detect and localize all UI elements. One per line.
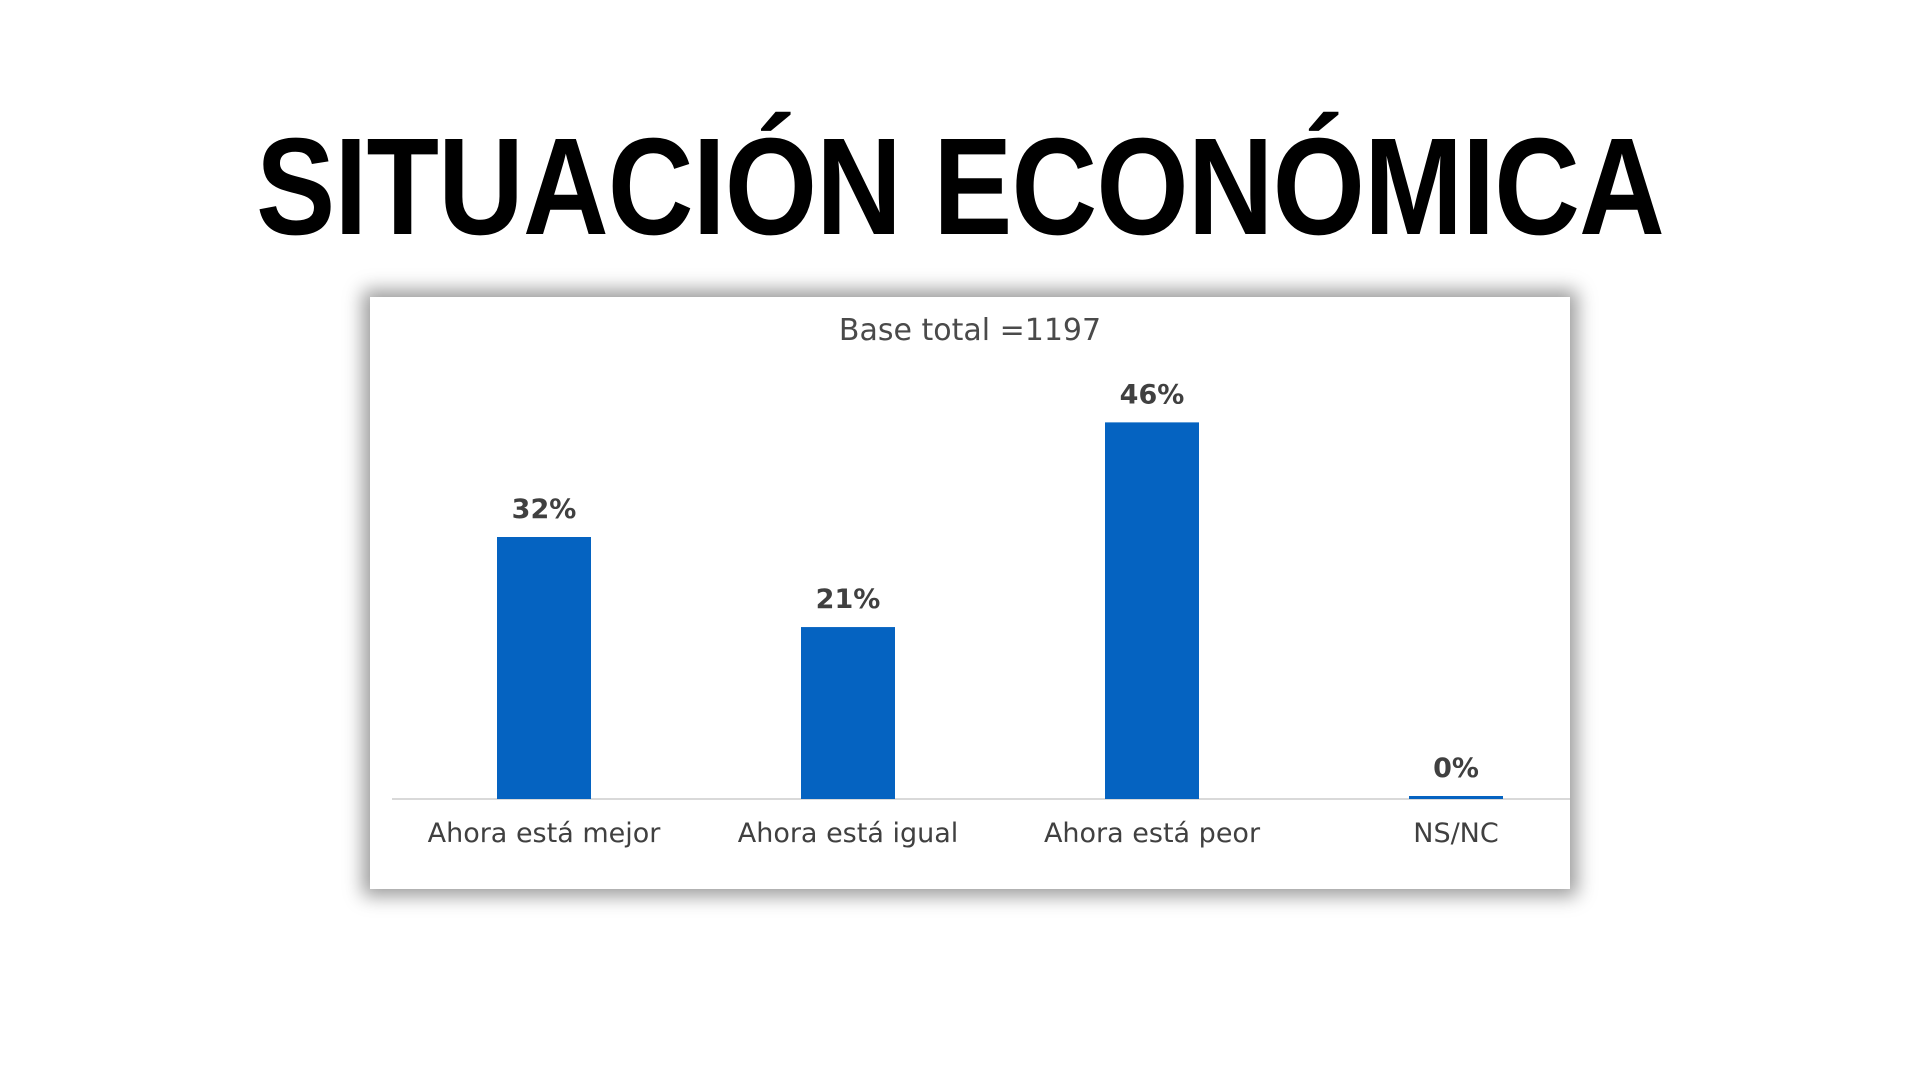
chart-card: Base total =1197 32% 21% 46% 0% Ahora está … — [370, 297, 1570, 889]
data-label-3: 46% — [1120, 379, 1185, 410]
bar-4 — [1409, 796, 1503, 799]
chart-title: Base total =1197 — [839, 313, 1101, 348]
x-tick-label-3: Ahora está peor — [1044, 818, 1261, 849]
bars-group — [497, 422, 1503, 799]
x-tick-label-1: Ahora está mejor — [428, 818, 662, 849]
bar-1 — [497, 537, 591, 799]
data-label-2: 21% — [816, 584, 881, 615]
data-label-4: 0% — [1433, 753, 1479, 784]
tick-labels-group: Ahora está mejor Ahora está igual Ahora es… — [428, 818, 1499, 849]
bar-3 — [1105, 422, 1199, 799]
data-label-1: 32% — [512, 494, 577, 525]
page-title: SITUACIÓN ECONÓMICA — [256, 110, 1665, 264]
x-tick-label-2: Ahora está igual — [738, 818, 959, 849]
bar-chart: Base total =1197 32% 21% 46% 0% Ahora está … — [392, 313, 1570, 849]
data-labels-group: 32% 21% 46% 0% — [512, 379, 1479, 784]
bar-2 — [801, 627, 895, 799]
x-tick-label-4: NS/NC — [1413, 818, 1498, 849]
